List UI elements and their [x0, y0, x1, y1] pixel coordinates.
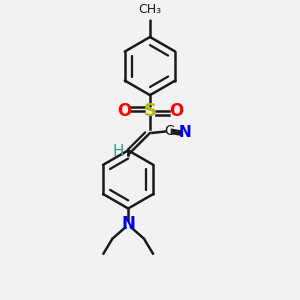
Text: O: O: [117, 102, 131, 120]
Text: N: N: [178, 125, 191, 140]
Text: O: O: [169, 102, 183, 120]
Text: C: C: [164, 124, 174, 139]
Text: S: S: [143, 102, 157, 120]
Text: H: H: [112, 144, 124, 159]
Text: CH₃: CH₃: [138, 3, 162, 16]
Text: N: N: [121, 215, 135, 233]
